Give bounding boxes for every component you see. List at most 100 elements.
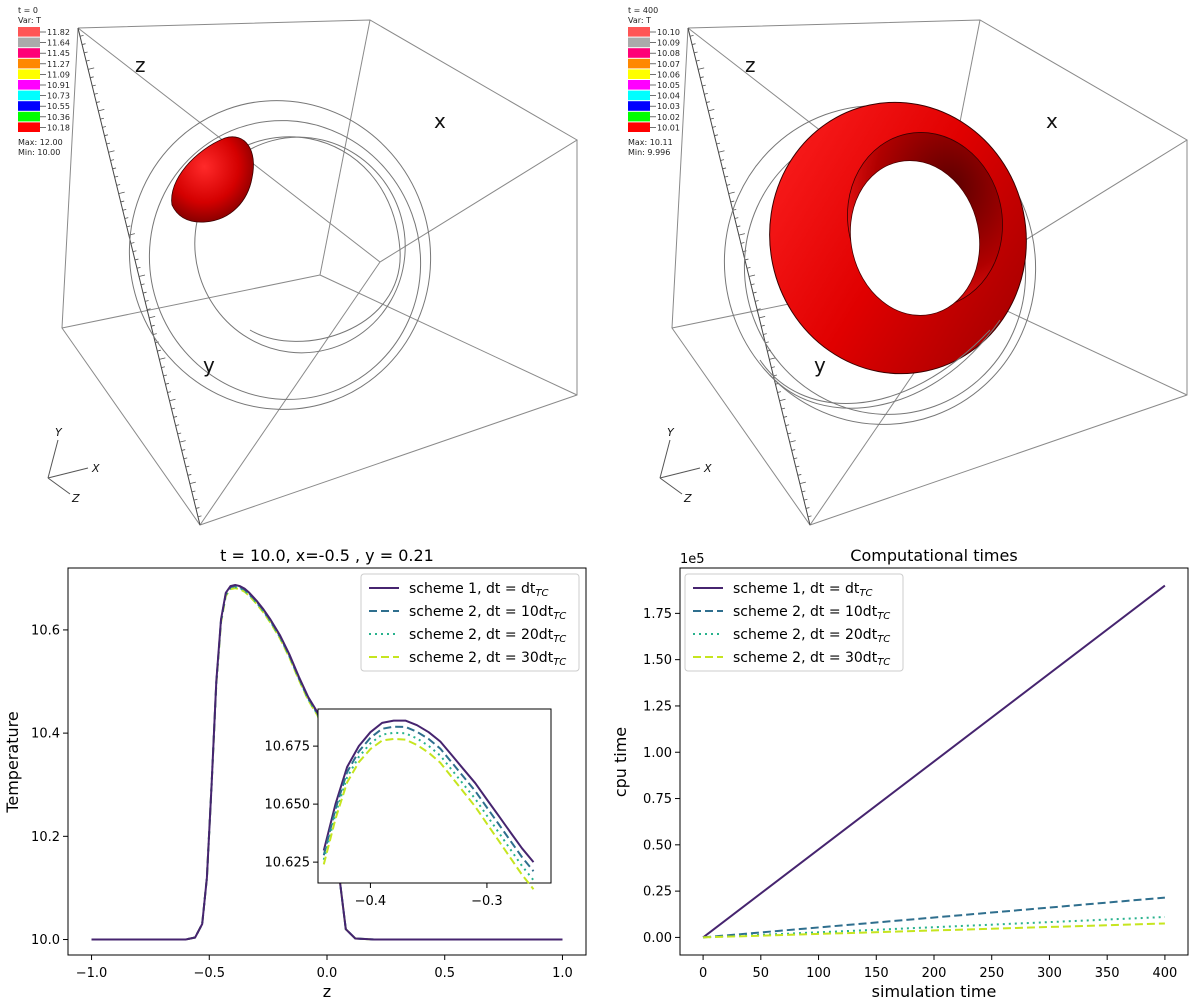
axis-tick: [785, 424, 790, 426]
y-tick-label: 0.25: [643, 885, 672, 900]
axis-tick: [110, 159, 115, 161]
axis-tick: [724, 175, 729, 178]
axis-tick: [86, 59, 90, 62]
temperature-blob: [171, 136, 254, 223]
field-lines-front: [759, 319, 1001, 409]
axis-tick: [151, 324, 155, 327]
legend-swatch: [18, 37, 40, 48]
legend-entry: scheme 2, dt = 30dtTC: [409, 650, 566, 668]
y-tick-label: 1.50: [643, 653, 672, 668]
x-tick-label: 0.5: [434, 966, 455, 981]
legend-swatch: [18, 122, 40, 132]
triad-label-z: Z: [71, 492, 80, 505]
y-tick-label: 1.75: [643, 607, 672, 622]
axis-tick: [185, 465, 190, 468]
orientation-triad: [47, 439, 89, 495]
x-tick-label: 1.0: [552, 966, 573, 981]
axis-label-y: y: [203, 353, 215, 377]
triad-label-y: Y: [667, 426, 675, 439]
axis-tick: [136, 266, 141, 269]
axis-tick: [100, 117, 104, 120]
legend-entry: scheme 1, dt = dtTC: [733, 581, 872, 599]
axis-tick: [801, 490, 806, 493]
axis-tick: [120, 200, 125, 203]
axis-tick: [138, 274, 146, 277]
axis-tick: [757, 308, 761, 311]
legend-box: [360, 573, 580, 672]
legend-value: 11.27: [47, 60, 70, 69]
axis-tick: [708, 108, 715, 112]
computational-times-chart: Computational times simulation time cpu …: [611, 546, 1189, 1001]
y-tick-label: 10.650: [265, 798, 311, 813]
series-lines: [702, 584, 1166, 939]
series-line: [703, 916, 1165, 939]
legend-value: 11.09: [47, 70, 70, 79]
legend-swatch: [628, 37, 650, 48]
axis-tick: [130, 242, 135, 244]
axis-tick: [742, 250, 747, 253]
y-tick-label: 1.00: [643, 746, 672, 761]
y-tick-label: 10.0: [31, 933, 60, 948]
axis-tick-marks: [79, 35, 202, 518]
bounding-box: [61, 19, 578, 526]
x-tick-label: −1.0: [76, 966, 108, 981]
axis-tick: [704, 93, 708, 95]
axis-tick: [124, 217, 129, 219]
inset-zoom: −0.4 −0.3 10.625 10.650 10.675: [265, 708, 552, 909]
legend-entry: scheme 2, dt = 30dtTC: [733, 650, 890, 668]
x-tick-label: 250: [979, 966, 1004, 981]
axis-tick: [140, 283, 145, 286]
y-tick-label: 10.4: [31, 727, 60, 742]
legend-swatch: [18, 101, 40, 111]
axis-tick: [702, 84, 706, 87]
series-line: [703, 922, 1165, 939]
axis-tick: [165, 382, 170, 385]
triad-label-x: X: [703, 462, 712, 475]
legend-value: 10.08: [657, 49, 680, 58]
axis-tick: [783, 416, 788, 418]
axis-tick: [128, 233, 135, 236]
axis-tick: [94, 93, 98, 95]
axis-tick: [736, 225, 741, 228]
axis-tick: [748, 274, 756, 277]
axis-tick: [694, 51, 698, 54]
legend-value: 10.03: [657, 102, 680, 111]
axis-tick: [803, 498, 808, 501]
triad-label-x: X: [91, 462, 100, 475]
y-tick-label: 0.00: [643, 931, 672, 946]
legend-value: 10.55: [47, 102, 70, 111]
temperature-profile-chart: t = 10.0, x=-0.5 , y = 0.21 z Temperatur…: [3, 546, 587, 1001]
axis-tick: [102, 126, 106, 128]
axis-label-z: z: [135, 53, 146, 77]
inset-frame: [317, 708, 552, 884]
series-line: [703, 896, 1165, 939]
axis-tick: [145, 300, 149, 302]
axis-tick: [710, 117, 714, 120]
axis-tick: [716, 142, 721, 145]
axis-tick: [112, 167, 117, 170]
axis-tick: [171, 407, 176, 410]
axis-tick: [752, 291, 757, 294]
axis-tick: [132, 250, 137, 253]
axis-tick: [696, 59, 700, 62]
time-label: t = 400: [628, 6, 658, 15]
axis-tick: [771, 366, 775, 369]
axis-tick: [175, 424, 180, 426]
axis-tick: [193, 498, 198, 501]
legend-swatch: [18, 69, 40, 79]
axis-tick: [169, 398, 176, 402]
axis-tick: [122, 208, 127, 211]
axis-tick: [763, 333, 767, 335]
x-tick-label: 300: [1037, 966, 1062, 981]
axis-tick: [728, 191, 735, 195]
axis-tick: [197, 515, 202, 518]
axis-tick: [134, 258, 139, 261]
legend-value: 10.02: [657, 113, 680, 122]
var-label: Var: T: [628, 16, 651, 25]
axis-ticks: 0 50 100 150 200 250 300 350 400 0.00 0.25 0.50 0.75…: [643, 607, 1177, 981]
axis-tick: [114, 175, 119, 178]
axis-tick: [147, 308, 151, 311]
